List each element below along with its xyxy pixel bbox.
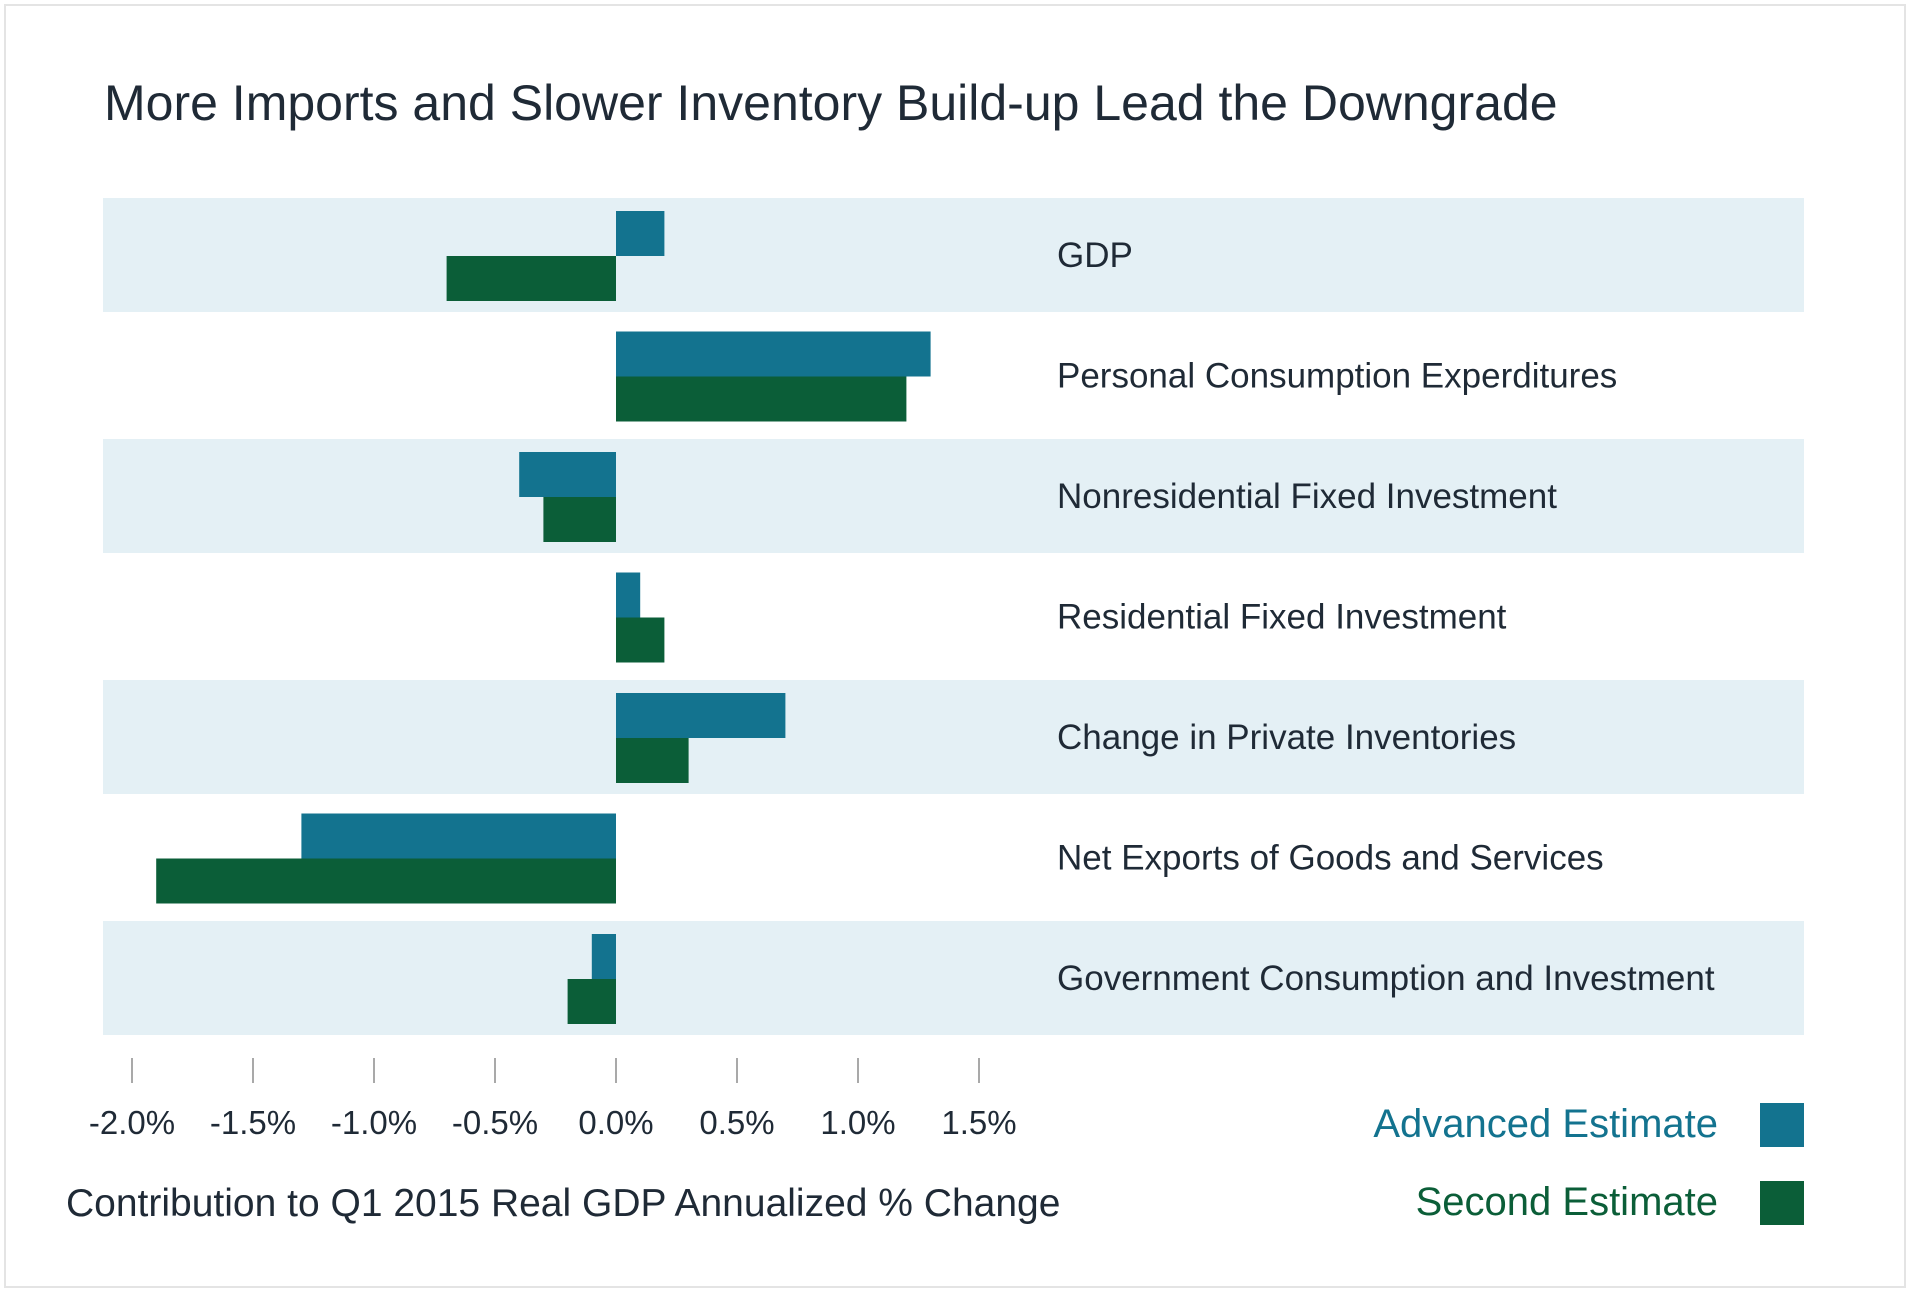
bar — [616, 211, 665, 256]
bar — [567, 979, 616, 1024]
legend-label-second: Second Estimate — [1415, 1180, 1718, 1224]
legend-item-second: Second Estimate — [1416, 1180, 1804, 1225]
row-band — [103, 680, 1804, 794]
bar — [616, 376, 907, 422]
category-label: Nonresidential Fixed Investment — [1057, 477, 1557, 516]
bar — [543, 497, 616, 542]
chart-frame — [4, 4, 1906, 1288]
chart-title: More Imports and Slower Inventory Build-… — [104, 75, 1558, 131]
x-axis-label: Contribution to Q1 2015 Real GDP Annuali… — [66, 1182, 1061, 1225]
bar — [616, 572, 641, 618]
x-tick-label: -2.0% — [89, 1104, 175, 1141]
category-label: Residential Fixed Investment — [1057, 598, 1507, 637]
bar — [616, 738, 689, 783]
category-label: Net Exports of Goods and Services — [1057, 839, 1604, 878]
x-tick-label: 0.5% — [699, 1104, 774, 1141]
bar — [156, 858, 616, 904]
bar — [591, 934, 616, 979]
category-label: GDP — [1057, 236, 1133, 275]
x-tick-label: 1.0% — [820, 1104, 895, 1141]
x-tick-label: -1.0% — [331, 1104, 417, 1141]
legend-item-advanced: Advanced Estimate — [1373, 1102, 1804, 1147]
legend-label-advanced: Advanced Estimate — [1373, 1102, 1718, 1146]
row-band — [103, 439, 1804, 553]
legend-swatch-second — [1760, 1180, 1804, 1225]
x-tick-label: -1.5% — [210, 1104, 296, 1141]
category-label: Change in Private Inventories — [1057, 718, 1516, 757]
bar — [301, 813, 616, 859]
row-band — [103, 198, 1804, 312]
category-label: Government Consumption and Investment — [1057, 959, 1715, 998]
x-tick-label: -0.5% — [452, 1104, 538, 1141]
legend-swatch-advanced — [1760, 1102, 1804, 1147]
bar — [616, 617, 665, 663]
bar — [519, 452, 616, 497]
bar — [446, 256, 616, 301]
bar — [616, 693, 786, 738]
bar — [616, 331, 931, 377]
x-tick-label: 0.0% — [578, 1104, 653, 1141]
x-tick-label: 1.5% — [941, 1104, 1016, 1141]
category-label: Personal Consumption Experditures — [1057, 357, 1617, 396]
row-band — [103, 921, 1804, 1035]
